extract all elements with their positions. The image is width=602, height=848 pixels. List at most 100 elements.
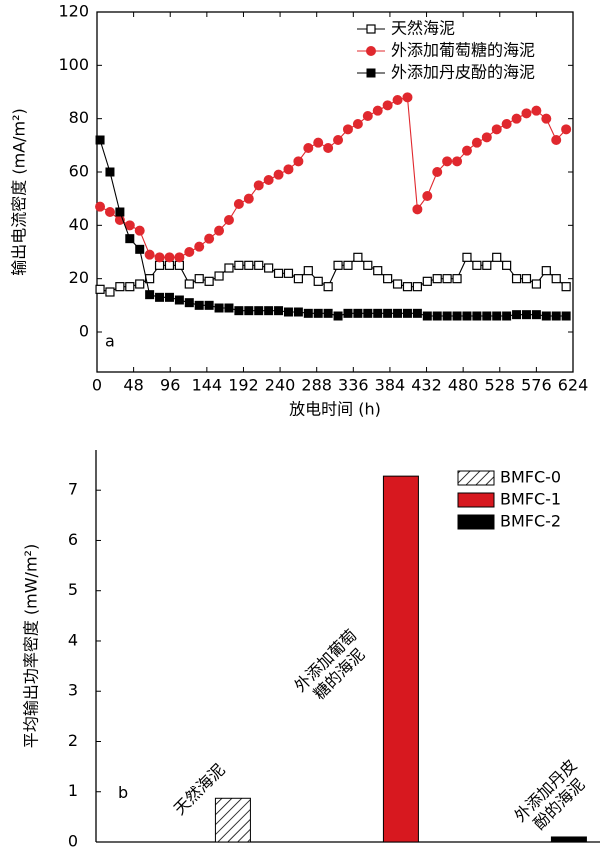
marker bbox=[442, 274, 452, 284]
marker bbox=[155, 292, 165, 302]
legend-swatch bbox=[457, 514, 495, 530]
marker bbox=[95, 135, 105, 145]
marker bbox=[184, 279, 194, 289]
series-line bbox=[99, 139, 567, 317]
marker bbox=[274, 306, 284, 316]
marker bbox=[352, 119, 363, 129]
legend-label: BMFC-1 bbox=[500, 490, 561, 509]
marker bbox=[164, 252, 175, 263]
marker bbox=[323, 308, 333, 318]
marker bbox=[283, 268, 294, 278]
marker bbox=[551, 311, 561, 321]
marker bbox=[472, 260, 482, 270]
marker bbox=[194, 300, 204, 310]
marker bbox=[184, 298, 194, 308]
marker bbox=[283, 307, 293, 317]
marker bbox=[502, 260, 512, 270]
legend-label: BMFC-2 bbox=[500, 512, 561, 531]
y-axis-label: 平均输出功率密度 (mW/m²) bbox=[22, 544, 41, 748]
marker bbox=[263, 175, 274, 185]
marker bbox=[481, 132, 492, 143]
marker bbox=[432, 167, 443, 177]
x-tick-label: 336 bbox=[338, 376, 369, 395]
marker bbox=[432, 311, 442, 321]
marker bbox=[521, 274, 532, 284]
y-axis-label: 输出电流密度 (mA/m²) bbox=[10, 108, 29, 276]
y-tick-label: 7 bbox=[68, 480, 78, 499]
marker bbox=[154, 252, 165, 263]
legend-marker bbox=[366, 68, 376, 78]
legend-label: 外添加丹皮酚的海泥 bbox=[391, 63, 535, 82]
x-tick-label: 144 bbox=[192, 376, 223, 395]
marker bbox=[402, 308, 412, 318]
y-tick-label: 6 bbox=[68, 530, 78, 549]
marker bbox=[333, 135, 344, 145]
marker bbox=[363, 308, 373, 318]
marker bbox=[512, 310, 522, 320]
annotation: b bbox=[118, 783, 128, 802]
x-axis-label: 放电时间 (h) bbox=[289, 400, 381, 419]
marker bbox=[482, 260, 492, 270]
marker bbox=[462, 252, 472, 262]
legend-marker bbox=[366, 46, 376, 56]
marker bbox=[392, 95, 403, 105]
x-tick-label: 624 bbox=[558, 376, 589, 395]
marker bbox=[561, 282, 571, 292]
bar bbox=[214, 797, 251, 843]
y-tick-label: 100 bbox=[58, 55, 89, 74]
marker bbox=[442, 156, 453, 167]
marker bbox=[521, 108, 532, 119]
marker bbox=[492, 252, 502, 262]
marker bbox=[105, 287, 115, 297]
marker bbox=[124, 220, 135, 231]
marker bbox=[353, 252, 363, 262]
marker bbox=[303, 266, 313, 276]
marker bbox=[254, 260, 264, 270]
legend-swatch bbox=[457, 492, 495, 508]
marker bbox=[293, 307, 303, 317]
marker bbox=[313, 137, 324, 148]
marker bbox=[492, 311, 502, 321]
marker bbox=[461, 145, 472, 156]
marker bbox=[452, 156, 463, 167]
marker bbox=[264, 263, 274, 273]
marker bbox=[174, 252, 185, 263]
marker bbox=[224, 303, 234, 313]
marker bbox=[491, 124, 502, 135]
legend-label: 天然海泥 bbox=[391, 19, 455, 38]
marker bbox=[313, 276, 323, 286]
marker bbox=[511, 113, 522, 124]
legend-label: 外添加葡萄糖的海泥 bbox=[391, 41, 535, 60]
marker bbox=[164, 260, 175, 270]
marker bbox=[373, 308, 383, 318]
marker bbox=[134, 225, 145, 236]
marker bbox=[194, 241, 205, 252]
y-tick-label: 20 bbox=[69, 268, 89, 287]
category-label: 外添加丹皮酚的海泥 bbox=[511, 756, 589, 834]
marker bbox=[204, 233, 215, 244]
bar bbox=[550, 836, 587, 843]
marker bbox=[244, 306, 254, 316]
x-tick-label: 96 bbox=[160, 376, 180, 395]
marker bbox=[323, 282, 333, 292]
x-tick-label: 432 bbox=[411, 376, 442, 395]
marker bbox=[422, 311, 432, 321]
marker bbox=[204, 276, 214, 286]
marker bbox=[174, 260, 184, 270]
marker bbox=[363, 260, 373, 270]
marker bbox=[412, 308, 422, 318]
series-line bbox=[99, 96, 567, 258]
x-tick-label: 48 bbox=[123, 376, 143, 395]
plot-frame bbox=[96, 11, 574, 373]
marker bbox=[442, 311, 452, 321]
marker bbox=[244, 260, 254, 270]
y-tick-label: 0 bbox=[68, 832, 78, 848]
marker bbox=[502, 311, 512, 321]
marker bbox=[343, 308, 353, 318]
x-tick-label: 0 bbox=[92, 376, 102, 395]
marker bbox=[422, 276, 432, 286]
marker bbox=[174, 295, 184, 305]
marker bbox=[402, 282, 413, 292]
marker bbox=[531, 279, 541, 289]
y-tick-label: 80 bbox=[69, 108, 89, 127]
